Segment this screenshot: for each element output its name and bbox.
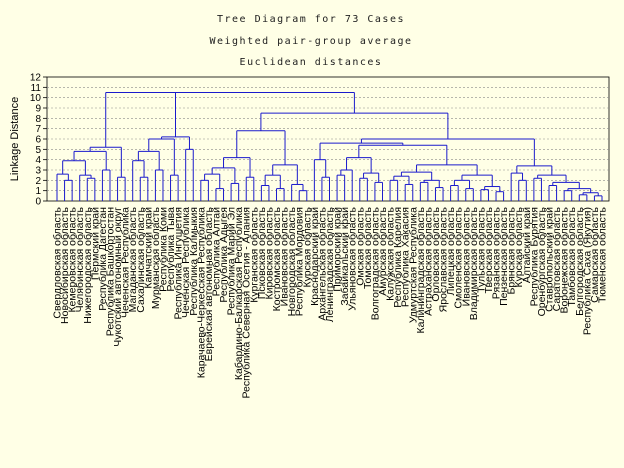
leaf-label: Республика Адыгея — [218, 207, 230, 303]
leaf-label: Тверская область — [483, 206, 495, 293]
y-tick-label: 2 — [35, 176, 41, 187]
leaf-label: Самарская область — [589, 206, 601, 302]
leaf-label: Республика Калмыкия — [188, 207, 200, 316]
leaf-label: Челябинская область — [74, 206, 86, 312]
leaf-label: Кабардино-Балкарская Республика — [233, 207, 245, 380]
leaf-label: Чукотский автономный округ — [112, 207, 124, 347]
leaf-label: Еврейская автономная область — [203, 206, 215, 361]
leaf-label: Новосибирская область — [59, 206, 71, 323]
y-tick-label: 1 — [35, 186, 41, 197]
y-tick-label: 10 — [30, 93, 42, 104]
leaf-label: Камчатский край — [142, 207, 154, 289]
leaf-label: Кемеровская область — [67, 206, 79, 312]
leaf-label: Томская область — [362, 206, 374, 289]
y-tick-label: 11 — [31, 83, 42, 94]
leaf-label: Чеченская Республика — [180, 207, 192, 318]
leaf-label: Оренбургская область — [536, 206, 548, 316]
leaf-label: Рязанская область — [491, 206, 503, 299]
leaf-label: Забайкальский край — [339, 207, 351, 306]
leaf-label: Краснодарский край — [309, 207, 321, 306]
leaf-label: Волгоградская область — [369, 206, 381, 320]
leaf-label: Орловская область — [430, 206, 442, 301]
leaf-label: Костромская область — [271, 206, 283, 311]
leaf-label: Ленинградская область — [324, 206, 336, 322]
leaf-label: Омская область — [354, 206, 366, 285]
leaf-label: Республика Дагестан — [97, 207, 109, 311]
leaf-label: Астраханская область — [422, 206, 434, 315]
leaf-label: Курганская область — [248, 206, 260, 302]
leaf-label: Республика Саха (Якутия) — [581, 207, 593, 335]
leaf-label: Республика Марий Эл — [226, 207, 238, 315]
leaf-label: Ярославская область — [438, 206, 450, 312]
leaf-label: Республика Хакасия — [400, 207, 412, 307]
leaf-label: Архангельская область — [316, 206, 328, 320]
leaf-label: Ивановская область — [460, 206, 472, 306]
leaf-label: Магаданская область — [127, 206, 139, 312]
leaf-label: Владимирская область — [468, 206, 480, 320]
leaf-label: Республика Башкортостан — [104, 207, 116, 336]
leaf-label: Калужская область — [385, 206, 397, 300]
leaf-label: Смоленская область — [453, 206, 465, 308]
y-tick-label: 5 — [35, 145, 41, 156]
leaf-label: Амурская область — [377, 206, 389, 295]
leaf-label: Чеченская Республика — [120, 207, 132, 318]
leaf-label: Ставропольский край — [544, 207, 556, 312]
leaf-label: Республика Ингушетия — [173, 207, 185, 320]
leaf-label: Калининградская область — [415, 206, 427, 333]
leaf-label: Кировская область — [263, 206, 275, 299]
leaf-label: Республика Алтай — [210, 207, 222, 296]
leaf-label: Республика Северная Осетия - Алания — [241, 207, 253, 399]
leaf-label: Тамбовская область — [566, 206, 578, 306]
leaf-label: Республика Мордовия — [294, 207, 306, 316]
leaf-label: Свердловская область — [52, 206, 64, 318]
leaf-label: Республика Карелия — [392, 207, 404, 308]
leaf-label: Республика Коми — [157, 207, 169, 292]
leaf-label: Тюменская область — [597, 206, 609, 302]
y-tick-label: 8 — [35, 114, 41, 125]
leaf-label: Республика Бурятия — [528, 207, 540, 306]
leaf-label: Воронежская область — [559, 206, 571, 313]
y-axis-label: Linkage Distance — [9, 97, 21, 181]
leaf-label: Нижегородская область — [82, 206, 94, 323]
leaf-label: Алтайский край — [521, 207, 533, 283]
y-tick-label: 0 — [35, 197, 41, 208]
leaf-label: Пермский край — [89, 207, 101, 280]
leaf-label: Белгородская область — [574, 206, 586, 315]
leaf-label: Новгородская область — [286, 206, 298, 316]
dendrogram-links — [56, 92, 603, 201]
y-tick-label: 12 — [30, 73, 42, 84]
y-tick-label: 9 — [35, 104, 41, 115]
leaf-label: Псковская область — [256, 206, 268, 299]
y-tick-label: 7 — [35, 124, 41, 135]
leaf-label: Приморский край — [332, 207, 344, 292]
y-tick-label: 4 — [35, 155, 41, 166]
leaf-label: Брянская область — [506, 206, 518, 294]
leaf-label: Ульяновская область — [347, 206, 359, 310]
leaf-label: Ивановская область — [279, 206, 291, 306]
chart-title-line-3: Euclidean distances — [240, 57, 383, 68]
leaf-label: Пензенская область — [498, 206, 510, 305]
leaf-label: Липецкая область — [445, 206, 457, 295]
y-tick-label: 6 — [35, 135, 41, 146]
leaf-label: Курская область — [301, 206, 313, 287]
leaf-label: Мурманская область — [150, 206, 162, 309]
chart-title-line-1: Tree Diagram for 73 Cases — [217, 14, 405, 25]
leaf-label: Саратовская область — [551, 206, 563, 311]
leaf-label: Сахалинская область — [135, 206, 147, 312]
leaf-label: Республика Тыва — [165, 207, 177, 292]
leaf-label: Карачаево-Черкесская Республика — [195, 207, 207, 378]
chart-title-line-2: Weighted pair-group average — [209, 36, 412, 47]
y-tick-label: 3 — [35, 166, 41, 177]
leaf-label: Курская область — [513, 206, 525, 287]
leaf-label: Тульская область — [475, 206, 487, 292]
leaf-label: Удмуртская Республика — [407, 207, 419, 323]
